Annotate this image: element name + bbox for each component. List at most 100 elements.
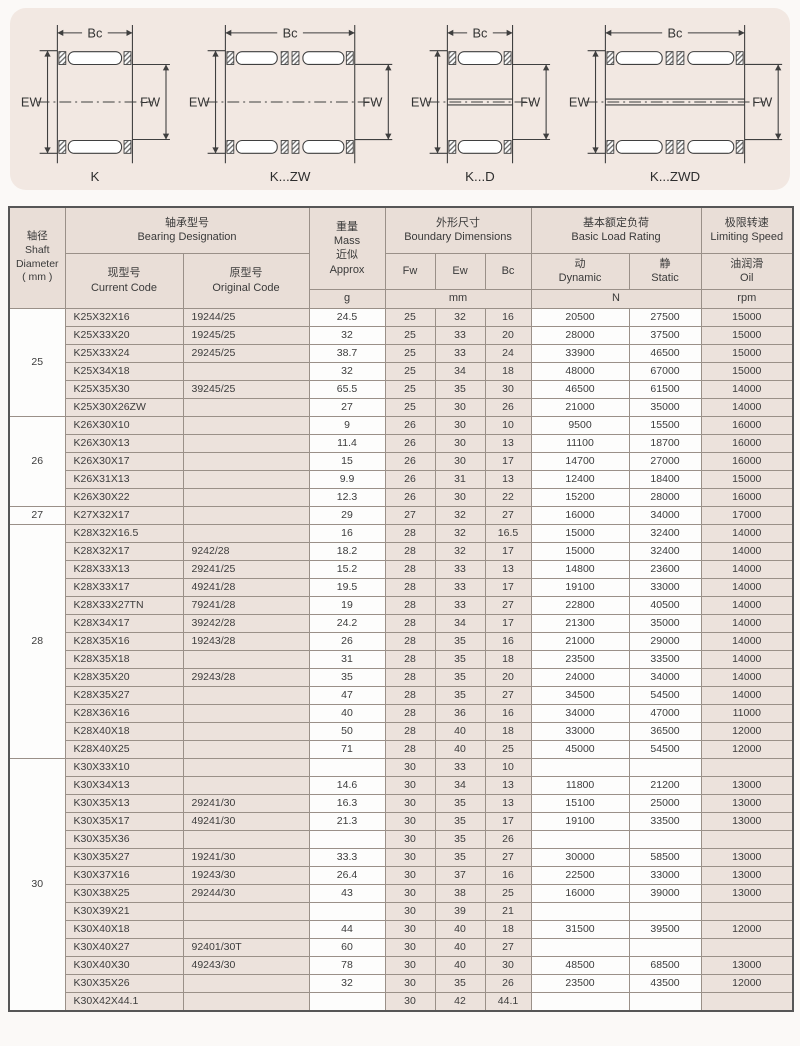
shaft-diameter-cell: 28 xyxy=(8,523,66,759)
bc-cell: 17 xyxy=(484,451,532,471)
mass-cell: 60 xyxy=(308,937,386,957)
shaft-diameter-cell: 25 xyxy=(8,307,66,417)
current-code-cell: K30X34X13 xyxy=(64,775,184,795)
bc-cell: 26 xyxy=(484,829,532,849)
ew-cell: 35 xyxy=(434,973,486,993)
current-code-header: 现型号 Current Code xyxy=(64,252,184,309)
original-code-cell: 39245/25 xyxy=(182,379,310,399)
mm-unit: mm xyxy=(384,288,532,309)
diagram-panel: Bc EW FW K Bc EW FW K...ZW Bc EW FW K...D Bc EW FW K...… xyxy=(10,8,790,190)
limiting-speed-cell: 16000 xyxy=(700,487,794,507)
fw-cell: 28 xyxy=(384,595,436,615)
ew-cell: 33 xyxy=(434,577,486,597)
static-load-cell: 27500 xyxy=(628,307,702,327)
bc-cell: 27 xyxy=(484,937,532,957)
fw-cell: 28 xyxy=(384,577,436,597)
table-row: 28 K28X32X16.5 16 28 32 16.5 15000 32400 14000 xyxy=(8,523,794,759)
table-row: K25X35X30 39245/25 65.5 25 35 30 46500 61500 140… xyxy=(9,379,794,399)
current-code-cell: K26X30X17 xyxy=(64,451,184,471)
ew-cell: 35 xyxy=(434,649,486,669)
original-code-cell: 29241/25 xyxy=(182,559,310,579)
original-code-cell: 92401/30T xyxy=(182,937,310,957)
limiting-speed-cell: 12000 xyxy=(700,919,794,939)
dynamic-load-cell: 31500 xyxy=(530,919,630,939)
ew-cell: 40 xyxy=(434,937,486,957)
mass-cell: 38.7 xyxy=(308,343,386,363)
dynamic-load-cell: 33900 xyxy=(530,343,630,363)
limiting-speed-cell xyxy=(700,901,794,921)
static-load-cell: 18700 xyxy=(628,433,702,453)
ew-cell: 33 xyxy=(434,559,486,579)
dynamic-load-cell: 19100 xyxy=(530,811,630,831)
table-row: K25X33X24 29245/25 38.7 25 33 24 33900 46500 150… xyxy=(9,343,794,363)
mass-cell: 19 xyxy=(308,595,386,615)
bc-cell: 17 xyxy=(484,811,532,831)
mass-cell: 26 xyxy=(308,631,386,651)
table-row: K30X35X36 30 35 26 xyxy=(9,829,794,849)
limiting-speed-cell: 14000 xyxy=(700,523,794,543)
ew-cell: 39 xyxy=(434,901,486,921)
fw-cell: 30 xyxy=(384,847,436,867)
mass-cell: 43 xyxy=(308,883,386,903)
original-code-cell xyxy=(182,397,310,417)
dynamic-load-cell: 11800 xyxy=(530,775,630,795)
limiting-speed-cell xyxy=(700,829,794,849)
svg-text:EW: EW xyxy=(21,94,43,109)
dynamic-load-cell: 45000 xyxy=(530,739,630,759)
current-code-cell: K30X40X27 xyxy=(64,937,184,957)
table-row: K25X34X18 32 25 34 18 48000 67000 15000 xyxy=(9,361,794,381)
svg-text:K...ZW: K...ZW xyxy=(270,169,311,184)
dynamic-load-cell: 15100 xyxy=(530,793,630,813)
static-load-cell: 40500 xyxy=(628,595,702,615)
current-code-cell: K30X40X18 xyxy=(64,919,184,939)
original-code-cell xyxy=(182,433,310,453)
fw-cell: 26 xyxy=(384,469,436,489)
dynamic-load-cell: 30000 xyxy=(530,847,630,867)
ew-cell: 30 xyxy=(434,397,486,417)
current-code-cell: K30X35X13 xyxy=(64,793,184,813)
mass-cell: 29 xyxy=(308,505,386,525)
ew-cell: 38 xyxy=(434,883,486,903)
shaft-diameter-cell: 27 xyxy=(8,505,66,525)
bearing-diagram-k-zw: Bc EW FW K...ZW xyxy=(189,24,393,184)
bc-cell: 30 xyxy=(484,379,532,399)
limiting-speed-cell: 14000 xyxy=(700,559,794,579)
limiting-speed-cell: 13000 xyxy=(700,793,794,813)
svg-text:EW: EW xyxy=(411,94,433,109)
ew-cell: 36 xyxy=(434,703,486,723)
current-code-cell: K28X32X16.5 xyxy=(64,523,184,543)
original-code-cell xyxy=(182,523,310,543)
table-row: K30X40X18 44 30 40 18 31500 39500 12000 xyxy=(9,919,794,939)
bc-cell: 18 xyxy=(484,649,532,669)
mass-cell: 26.4 xyxy=(308,865,386,885)
limiting-speed-cell: 15000 xyxy=(700,325,794,345)
ew-cell: 33 xyxy=(434,343,486,363)
limiting-speed-cell: 15000 xyxy=(700,469,794,489)
dynamic-load-cell: 22800 xyxy=(530,595,630,615)
current-code-cell: K25X35X30 xyxy=(64,379,184,399)
static-load-cell: 46500 xyxy=(628,343,702,363)
mass-cell: 65.5 xyxy=(308,379,386,399)
limiting-speed-cell xyxy=(700,757,794,777)
svg-text:K...D: K...D xyxy=(465,169,495,184)
ew-cell: 30 xyxy=(434,415,486,435)
boundary-dimensions-header: 外形尺寸 Boundary Dimensions xyxy=(384,206,532,254)
static-load-cell xyxy=(628,937,702,957)
ew-cell: 35 xyxy=(434,811,486,831)
mass-cell xyxy=(308,757,386,777)
original-code-cell xyxy=(182,991,310,1011)
fw-cell: 30 xyxy=(384,775,436,795)
svg-text:Bc: Bc xyxy=(87,25,103,40)
fw-cell: 28 xyxy=(384,703,436,723)
limiting-speed-cell: 16000 xyxy=(700,415,794,435)
table-row: 30 K30X33X10 30 33 10 xyxy=(8,757,794,1011)
dynamic-load-cell: 46500 xyxy=(530,379,630,399)
svg-text:FW: FW xyxy=(362,94,383,109)
ew-cell: 37 xyxy=(434,865,486,885)
bc-cell: 20 xyxy=(484,667,532,687)
fw-cell: 30 xyxy=(384,991,436,1011)
bc-cell: 13 xyxy=(484,559,532,579)
fw-cell: 30 xyxy=(384,955,436,975)
table-row: K28X33X13 29241/25 15.2 28 33 13 14800 23600 140… xyxy=(9,559,794,579)
fw-cell: 26 xyxy=(384,415,436,435)
